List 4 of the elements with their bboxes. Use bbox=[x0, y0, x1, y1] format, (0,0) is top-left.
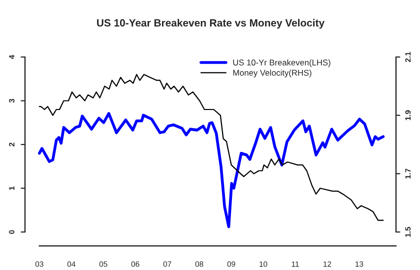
legend-label: US 10-Yr Breakeven(LHS) bbox=[233, 59, 330, 68]
legend-label: Money Velocity(RHS) bbox=[233, 70, 312, 78]
line-series bbox=[38, 112, 385, 228]
chart-title: US 10-Year Breakeven Rate vs Money Velocity bbox=[97, 18, 325, 29]
